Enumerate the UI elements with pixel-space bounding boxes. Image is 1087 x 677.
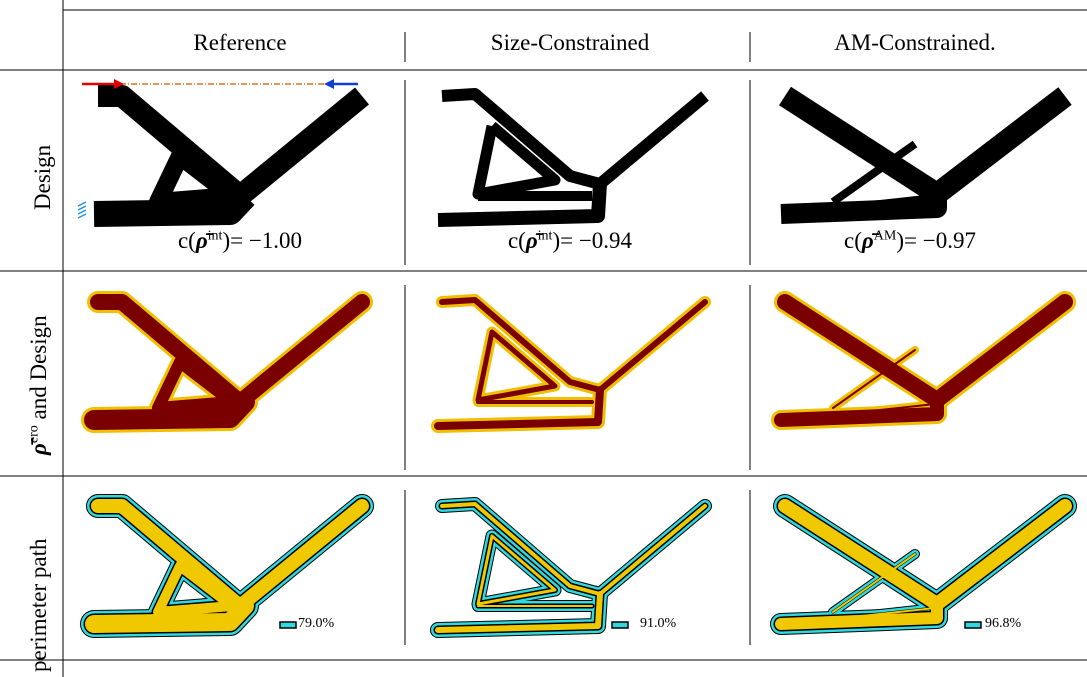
member bbox=[91, 499, 369, 613]
superscript: int bbox=[537, 228, 553, 244]
member bbox=[475, 329, 558, 403]
design-image bbox=[93, 85, 369, 227]
member bbox=[472, 121, 561, 200]
member bbox=[775, 598, 943, 630]
design-image bbox=[80, 494, 374, 638]
caption: c(ρ̄int)= −0.94 bbox=[405, 228, 735, 254]
label-text: and Design bbox=[26, 315, 51, 426]
symbol: ρ̄ bbox=[861, 228, 874, 253]
member bbox=[824, 403, 936, 417]
superscript: AM bbox=[873, 228, 897, 244]
member bbox=[84, 392, 255, 430]
member bbox=[98, 85, 369, 207]
legend-swatch bbox=[611, 621, 629, 629]
row-label: Design bbox=[30, 144, 55, 210]
member bbox=[439, 297, 708, 393]
member bbox=[779, 86, 1072, 205]
caption-prefix: c( bbox=[844, 228, 862, 253]
legend-swatch bbox=[964, 621, 982, 629]
superscript: ero bbox=[26, 425, 42, 444]
column-header: Reference bbox=[193, 30, 287, 55]
row-label: perimeter path bbox=[26, 538, 51, 672]
symbol: ρ̄ bbox=[525, 228, 538, 253]
coverage-label: 91.0% bbox=[640, 616, 677, 631]
superscript: int bbox=[207, 228, 223, 244]
caption-prefix: c( bbox=[507, 228, 526, 253]
member bbox=[824, 194, 936, 214]
legend-swatch bbox=[279, 621, 297, 629]
design-image bbox=[770, 494, 1077, 635]
design-image bbox=[431, 294, 711, 433]
member bbox=[93, 187, 255, 227]
member bbox=[435, 591, 603, 633]
member bbox=[824, 607, 936, 621]
member bbox=[152, 356, 238, 414]
column-header: Size-Constrained bbox=[490, 30, 650, 55]
member bbox=[153, 561, 237, 617]
symbol: ρ̄ bbox=[26, 443, 51, 455]
member bbox=[476, 534, 557, 606]
column-header: AM-Constrained. bbox=[834, 30, 996, 55]
caption-value: )= −1.00 bbox=[222, 228, 303, 253]
caption-prefix: c( bbox=[177, 228, 196, 253]
member bbox=[441, 88, 709, 190]
member bbox=[832, 349, 916, 409]
load-arrows bbox=[77, 79, 358, 219]
coverage-label: 96.8% bbox=[985, 616, 1022, 631]
caption-value: )= −0.97 bbox=[896, 228, 976, 253]
caption: c(ρ̄AM)= −0.97 bbox=[745, 228, 1075, 254]
member bbox=[434, 386, 604, 430]
design-images bbox=[80, 85, 1077, 638]
row-label: ρ̄ero and Design bbox=[26, 315, 52, 455]
member bbox=[830, 140, 918, 206]
design-image bbox=[779, 86, 1072, 224]
member bbox=[440, 502, 707, 596]
symbol: ρ̄ bbox=[195, 228, 208, 253]
design-image bbox=[437, 88, 709, 227]
design-image bbox=[430, 497, 712, 638]
caption: c(ρ̄int)= −1.00 bbox=[75, 228, 405, 254]
member bbox=[774, 393, 944, 427]
design-image bbox=[771, 291, 1076, 430]
member bbox=[90, 294, 370, 410]
member bbox=[437, 183, 607, 227]
caption-value: )= −0.94 bbox=[552, 228, 633, 253]
member bbox=[832, 553, 916, 613]
member bbox=[149, 148, 241, 211]
member bbox=[85, 597, 254, 633]
coverage-label: 79.0% bbox=[298, 616, 335, 631]
design-image bbox=[81, 291, 373, 433]
